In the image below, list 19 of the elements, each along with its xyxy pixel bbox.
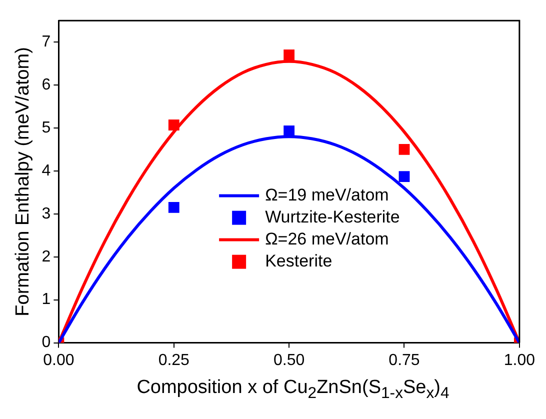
legend-label: Kesterite xyxy=(265,251,332,270)
y-tick-label: 1 xyxy=(42,291,51,308)
x-tick-label: 1.00 xyxy=(504,352,536,369)
y-axis-title: Formation Enthalpy (meV/atom) xyxy=(12,47,34,316)
y-tick-label: 4 xyxy=(42,162,51,180)
legend-label: Ω=19 meV/atom xyxy=(265,185,389,204)
x-axis-title: Composition x of Cu$_{2}$ZnSn(S$_{1-x}$Se$_{x}$)$_{4}$ xyxy=(136,377,450,403)
x-tick-label: 0.25 xyxy=(158,352,190,369)
x-tick-label: 0.50 xyxy=(273,352,305,369)
y-tick-label: 2 xyxy=(42,248,51,266)
legend-label: Ω=26 meV/atom xyxy=(265,229,389,248)
legend-label: Wurtzite-Kesterite xyxy=(265,207,400,226)
x-tick-label: 0.75 xyxy=(388,352,420,369)
y-tick-label: 3 xyxy=(42,205,51,222)
y-tick-label: 0 xyxy=(42,334,51,352)
y-tick-label: 7 xyxy=(42,33,51,50)
y-tick-label: 5 xyxy=(42,119,51,136)
x-tick-label: 0.00 xyxy=(43,352,74,369)
y-tick-label: 6 xyxy=(42,76,51,94)
